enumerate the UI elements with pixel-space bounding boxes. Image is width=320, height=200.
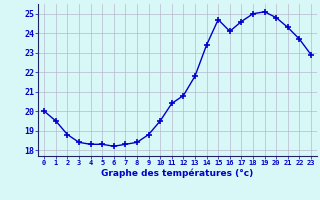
X-axis label: Graphe des températures (°c): Graphe des températures (°c) [101, 169, 254, 178]
